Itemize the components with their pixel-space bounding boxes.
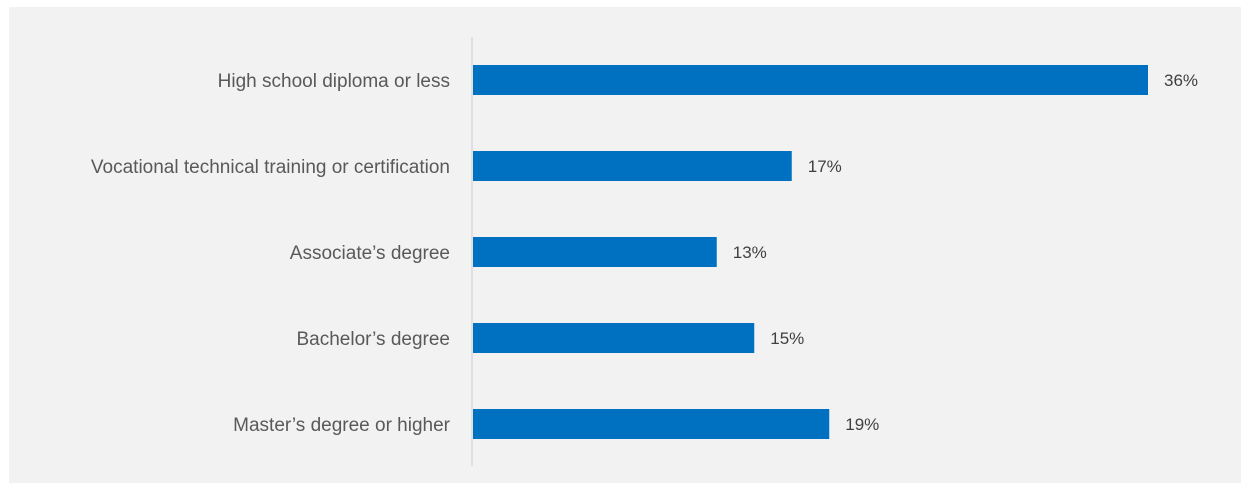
data-label: 15% bbox=[770, 329, 804, 348]
bar bbox=[473, 65, 1148, 95]
category-label: Bachelor’s degree bbox=[296, 329, 450, 350]
value-labels: 36% 17% 13% 15% 19% bbox=[733, 71, 1198, 434]
data-label: 13% bbox=[733, 243, 767, 262]
category-label: Associate’s degree bbox=[290, 243, 450, 264]
data-label: 19% bbox=[845, 415, 879, 434]
bar bbox=[473, 409, 830, 439]
category-label: Master’s degree or higher bbox=[233, 415, 451, 436]
category-label: High school diploma or less bbox=[218, 71, 450, 92]
category-labels: High school diploma or less Vocational t… bbox=[91, 71, 451, 436]
data-label: 36% bbox=[1164, 71, 1198, 90]
bar bbox=[473, 151, 792, 181]
category-label: Vocational technical training or certifi… bbox=[91, 157, 450, 178]
bar bbox=[473, 237, 717, 267]
bar bbox=[473, 323, 755, 353]
data-label: 17% bbox=[808, 157, 842, 176]
bar-group bbox=[473, 65, 1148, 439]
